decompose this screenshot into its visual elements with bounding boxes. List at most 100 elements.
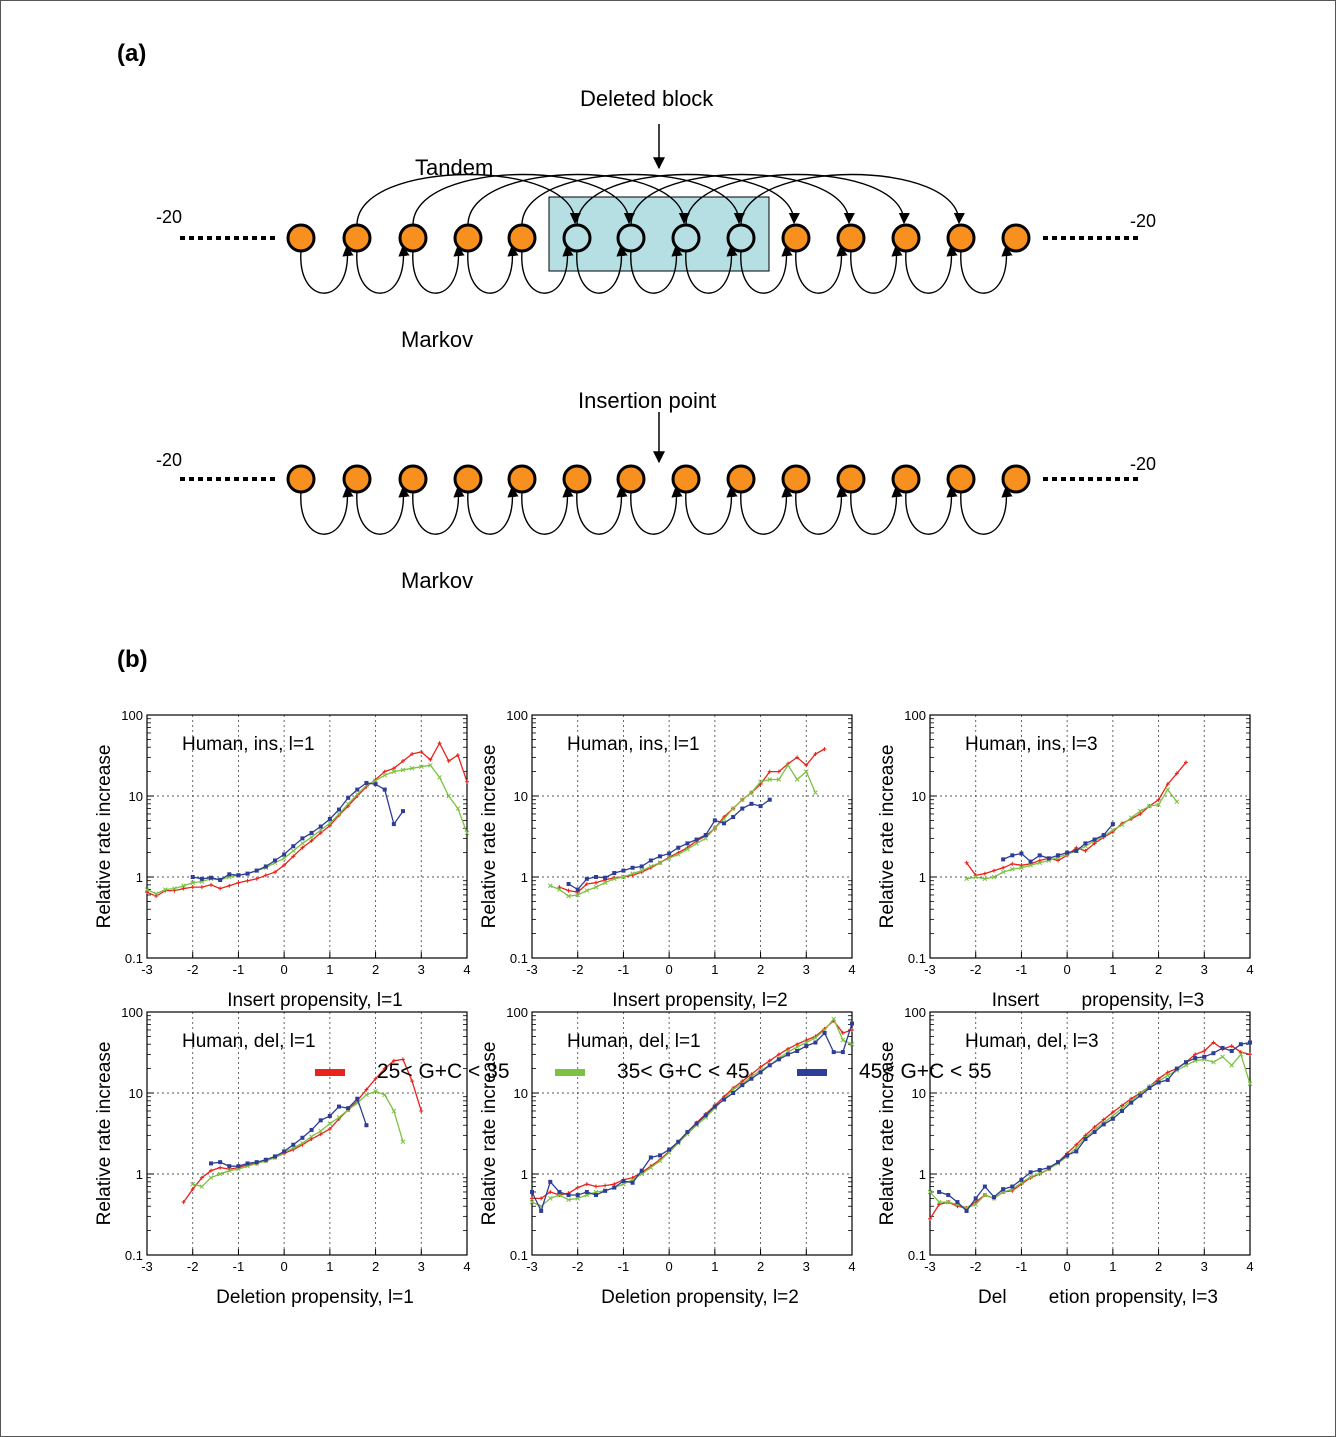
data-point (785, 762, 791, 768)
y-tick-label: 100 (904, 1005, 926, 1020)
data-point (964, 1208, 969, 1213)
data-point (273, 858, 277, 863)
data-point (1156, 802, 1161, 808)
x-tick-label: 4 (848, 962, 855, 977)
y-tick-label: 1 (521, 1167, 528, 1182)
data-point (1156, 1080, 1161, 1085)
data-point (218, 1160, 223, 1165)
data-point (410, 752, 415, 756)
x-tick-label: 1 (1109, 962, 1116, 977)
data-point (648, 858, 653, 863)
data-point (594, 875, 598, 879)
data-point (1056, 853, 1060, 858)
data-point (1165, 1077, 1170, 1082)
data-point (419, 1108, 424, 1113)
chart-title: Human, del, l=3 (965, 1031, 1099, 1052)
series-line-2 (146, 764, 468, 895)
y-axis-label: Relative rate increase (94, 1042, 115, 1226)
series-line-2 (550, 763, 816, 897)
data-point (409, 765, 415, 771)
data-point (703, 833, 708, 838)
data-point (529, 1199, 535, 1205)
data-point (973, 1196, 978, 1201)
y-tick-label: 10 (514, 789, 528, 804)
deleted-node (616, 223, 646, 253)
data-point (1128, 815, 1134, 821)
data-point (309, 1137, 314, 1142)
data-point (964, 860, 969, 865)
data-point (464, 830, 470, 836)
markov-arc (300, 244, 354, 294)
data-point (721, 816, 727, 822)
series-line-3 (192, 782, 404, 881)
y-tick-label: 100 (121, 1005, 143, 1020)
deleted-node (671, 223, 701, 253)
data-point (391, 1058, 396, 1063)
data-point (973, 874, 979, 880)
data-point (795, 755, 800, 760)
markov-arc (521, 244, 574, 294)
sequence-node (891, 464, 921, 494)
data-point (1010, 853, 1015, 858)
data-point (1184, 760, 1188, 765)
data-point (630, 865, 635, 870)
data-point (1074, 848, 1079, 853)
data-point (992, 1195, 996, 1200)
data-point (337, 1104, 341, 1109)
data-point (263, 1157, 268, 1162)
data-point (300, 845, 305, 850)
data-point (767, 1058, 772, 1063)
chart-title: Human, ins, l=1 (182, 734, 315, 755)
data-point (1019, 865, 1024, 871)
data-point (1046, 856, 1051, 861)
markov-arc (795, 485, 848, 535)
legend-item-high-gc: 45< G+C < 55 (797, 1060, 992, 1084)
data-point (346, 1106, 351, 1111)
data-point (722, 1097, 726, 1102)
data-point (813, 790, 818, 796)
data-point (355, 787, 360, 792)
data-point (236, 880, 241, 885)
data-point (373, 1076, 378, 1081)
plot-frame (146, 1011, 468, 1256)
data-point (1001, 1187, 1006, 1192)
chart-panel-2: -3 -2 -1 0 1 2 3 4 0.1 1 10 100 Human, ins, l=1 Relat… (479, 708, 856, 1011)
sequence-node (286, 464, 316, 494)
data-point (813, 1040, 818, 1045)
data-point (226, 1168, 232, 1174)
sequence-node (453, 223, 483, 253)
markov-arc (412, 485, 465, 535)
data-point (1220, 1045, 1225, 1050)
x-tick-label: -1 (1016, 1259, 1028, 1274)
data-point (327, 820, 333, 826)
sequence-node (398, 464, 428, 494)
x-tick-label: 2 (372, 962, 379, 977)
data-point (621, 868, 626, 873)
data-point (1001, 865, 1006, 870)
data-point (712, 818, 717, 823)
chart-title: Human, del, l=1 (182, 1031, 316, 1052)
data-point (190, 885, 195, 890)
markov-arc (905, 244, 958, 294)
data-point (795, 1042, 800, 1047)
data-point (1202, 1049, 1207, 1053)
data-point (758, 804, 763, 809)
data-point (245, 871, 250, 876)
data-point (1092, 1130, 1097, 1135)
data-point (208, 1175, 214, 1181)
data-point (603, 1188, 608, 1193)
data-point (300, 1140, 305, 1146)
data-point (694, 1121, 699, 1126)
y-axis-label: Relative rate increase (479, 1042, 500, 1226)
data-point (154, 894, 159, 899)
data-point (584, 1189, 589, 1194)
data-point (803, 769, 809, 774)
data-point (612, 1185, 617, 1190)
data-point (1083, 1133, 1088, 1138)
markov-label-top: Markov (401, 327, 474, 352)
data-point (263, 864, 268, 869)
data-point (767, 1063, 772, 1068)
data-point (245, 1161, 250, 1166)
data-point (364, 1092, 369, 1098)
data-point (428, 757, 433, 762)
